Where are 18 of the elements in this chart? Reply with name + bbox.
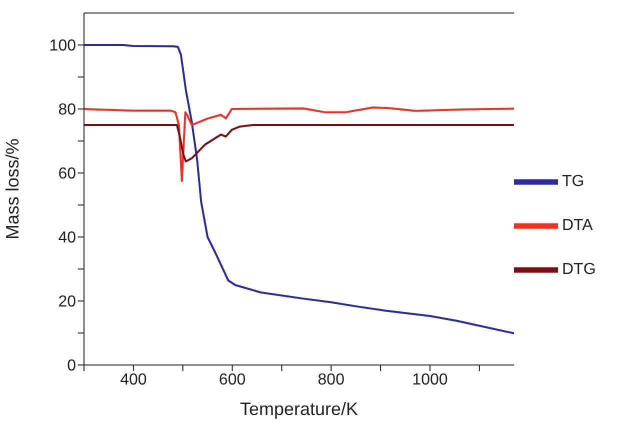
x-tick-label: 600 bbox=[218, 371, 246, 388]
y-tick-label: 100 bbox=[49, 38, 76, 55]
y-tick-label: 60 bbox=[58, 166, 76, 183]
y-tick-label: 40 bbox=[58, 230, 76, 247]
y-tick-label: 20 bbox=[58, 294, 76, 311]
legend-label: DTG bbox=[562, 261, 596, 278]
line-series bbox=[84, 44, 514, 334]
x-tick-label: 800 bbox=[318, 371, 345, 388]
x-tick-label: 1000 bbox=[412, 371, 448, 388]
legend-label: TG bbox=[562, 173, 584, 190]
line-series bbox=[84, 124, 514, 162]
y-tick-label: 0 bbox=[67, 358, 76, 375]
x-tick-label: 400 bbox=[120, 371, 147, 388]
y-tick-label: 80 bbox=[58, 102, 76, 119]
legend-label: DTA bbox=[562, 217, 593, 234]
line-series bbox=[84, 106, 514, 182]
x-axis-title: Temperature/K bbox=[240, 399, 358, 419]
y-axis-title: Mass loss/% bbox=[2, 138, 22, 240]
